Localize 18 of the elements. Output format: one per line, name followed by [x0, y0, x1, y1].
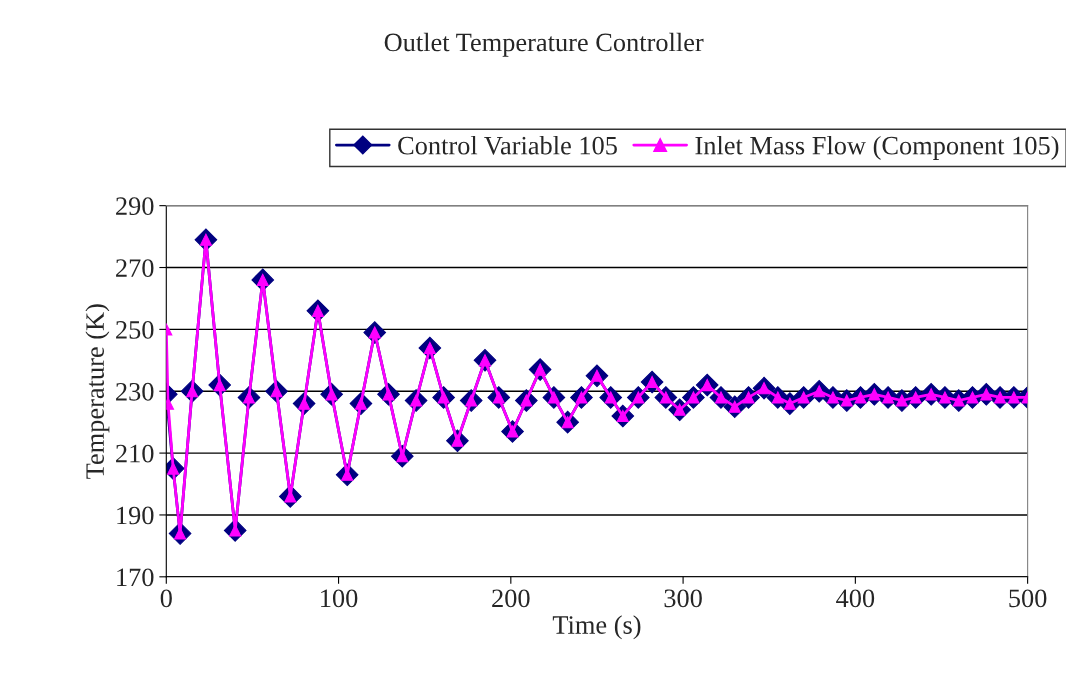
y-tick-label: 270: [116, 259, 154, 277]
y-tick-label: 290: [116, 197, 154, 216]
y-tick-label: 230: [116, 382, 154, 401]
x-tick-label: 0: [160, 589, 172, 608]
x-tick-label: 200: [492, 589, 530, 608]
legend-label: Control Variable 105: [398, 135, 617, 155]
x-axis-title: Time (s): [552, 615, 641, 640]
x-tick-label: 400: [836, 589, 875, 608]
chart-title: Outlet Temperature Controller: [384, 32, 704, 57]
x-tick-label: 100: [321, 589, 358, 608]
y-tick-label: 250: [116, 320, 154, 339]
y-tick-label: 210: [116, 444, 154, 463]
y-axis-title: Temperature (K): [85, 304, 110, 479]
y-tick-label: 170: [117, 568, 154, 587]
legend-label: Inlet Mass Flow (Component 105): [695, 135, 1059, 160]
y-tick-label: 190: [117, 506, 154, 525]
x-tick-label: 300: [664, 589, 702, 608]
x-tick-label: 500: [1009, 589, 1047, 608]
